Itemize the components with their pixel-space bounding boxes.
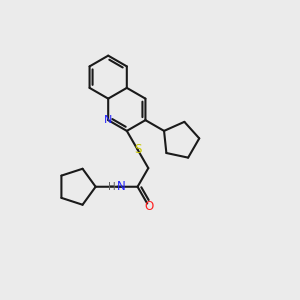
Text: H: H [108,182,116,192]
Text: O: O [144,200,154,213]
Text: N: N [117,180,126,193]
Text: N: N [104,115,112,125]
Text: S: S [134,143,141,156]
